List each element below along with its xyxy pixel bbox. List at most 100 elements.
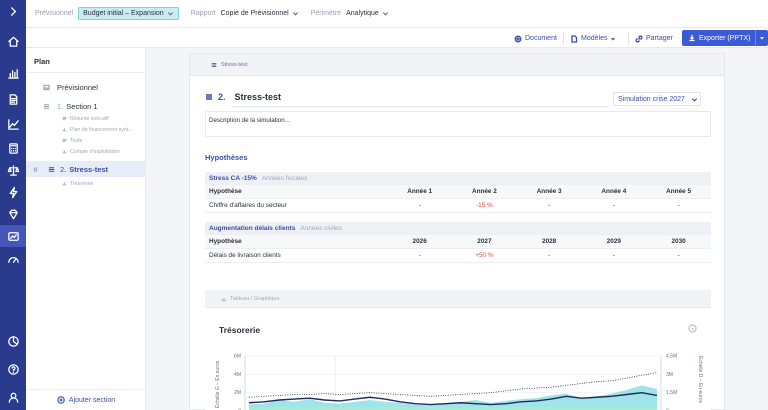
table-cell[interactable]: - — [548, 252, 551, 259]
table-cell[interactable]: -15 % — [476, 202, 493, 209]
list-icon — [43, 103, 50, 109]
description-textarea[interactable]: Description de la simulation... — [205, 111, 711, 137]
export-dropdown-toggle[interactable] — [755, 30, 768, 46]
home-icon[interactable] — [0, 30, 26, 52]
table-cell[interactable]: +50 % — [475, 252, 494, 259]
expand-rail-icon[interactable] — [0, 0, 26, 22]
section-title-input[interactable]: Stress-test — [234, 92, 282, 102]
table-group-header: Stress CA -15% Années fiscales — [205, 172, 711, 185]
lightning-icon[interactable] — [0, 181, 26, 203]
table-row: Chiffre d'affaires du secteur - -15 % - … — [205, 199, 711, 213]
chevron-down-icon — [167, 12, 173, 16]
divider — [26, 72, 146, 73]
table-cell[interactable]: - — [677, 252, 680, 259]
plan-item-label: Stress-test — [69, 164, 109, 174]
line-chart-icon[interactable] — [0, 113, 26, 135]
table-cell[interactable]: - — [548, 202, 551, 209]
text-icon — [62, 138, 67, 143]
chevron-down-icon — [382, 12, 388, 16]
bar-chart-icon[interactable] — [0, 62, 26, 84]
report-page: Stress-test 2. Stress-test Simulation cr… — [189, 53, 725, 410]
calculator-icon[interactable] — [0, 137, 26, 159]
column-header: Hypothèse — [209, 188, 242, 195]
plan-subitem[interactable]: Compte d'exploitation — [26, 147, 146, 156]
user-icon[interactable] — [0, 386, 26, 408]
rapport-select[interactable]: Copie de Prévisionnel — [221, 10, 299, 17]
document-icon[interactable] — [0, 88, 26, 110]
table-cell[interactable]: - — [418, 202, 421, 209]
left-axis-tick: 0 — [238, 409, 241, 410]
right-axis-tick: 4,5M — [666, 354, 677, 360]
provisionnel-label: Prévisionnel — [35, 10, 74, 17]
table-cell[interactable]: - — [612, 202, 615, 209]
chevron-down-icon — [292, 12, 298, 16]
breadcrumb-label: Stress-test — [221, 61, 248, 68]
plan-subitem[interactable]: Plan de financement synt... — [26, 125, 146, 134]
info-icon[interactable] — [688, 324, 697, 333]
partager-button-label: Partager — [646, 35, 673, 42]
table-row: Délais de livraison clients - +50 % - - … — [205, 249, 711, 263]
export-button-label: Exporter (PPTX) — [699, 34, 751, 42]
add-section-label: Ajouter section — [68, 396, 116, 404]
caret-down-icon — [760, 36, 764, 40]
plan-item-label: Section 1 — [66, 101, 98, 111]
plan-subitem[interactable]: Texte — [26, 136, 146, 145]
section-number: 1. — [57, 101, 64, 111]
plan-subitem[interactable]: Résumé exécutif — [26, 114, 146, 123]
table-header-row: Hypothèse Année 1 Année 2 Année 3 Année … — [205, 185, 711, 199]
left-axis-label: Échelle G – En euros — [214, 360, 221, 408]
document-button-label: Document — [525, 35, 557, 42]
scenario-select[interactable]: Simulation crise 2027 — [613, 92, 701, 106]
plan-subitem[interactable]: Trésorerie — [26, 179, 146, 188]
chevron-down-icon — [691, 97, 698, 102]
group-subtitle: Années fiscales — [261, 175, 308, 182]
plan-title: Plan — [34, 57, 50, 66]
series-main-line — [248, 391, 658, 406]
settings-icon — [514, 35, 522, 42]
pie-chart-icon[interactable] — [0, 330, 26, 352]
caret-down-icon — [611, 37, 616, 40]
perimetre-select[interactable]: Analytique — [346, 10, 389, 17]
column-header: Année 2 — [471, 188, 497, 195]
column-header: 2029 — [606, 238, 621, 245]
tresorerie-chart: 6M 4M 2M 0 4,5M 3M 1,5M 0 Échelle G – En euros Éc… — [214, 354, 704, 410]
plan-item-section-1[interactable]: 1. Section 1 — [26, 100, 146, 112]
scale-icon[interactable] — [0, 159, 26, 181]
rapport-label: Rapport — [190, 10, 216, 17]
plan-item-provisionnel[interactable]: Prévisionnel — [26, 81, 146, 93]
modeles-button[interactable]: Modèles — [563, 32, 616, 45]
add-section-button[interactable]: Ajouter section — [26, 389, 146, 410]
series-area — [249, 385, 657, 410]
help-icon[interactable] — [0, 358, 26, 380]
export-pptx-button[interactable]: Exporter (PPTX) — [682, 30, 768, 46]
table-cell[interactable]: - — [612, 252, 615, 259]
bar-chart-icon — [62, 128, 67, 132]
title-underline — [231, 106, 609, 107]
drag-handle-icon[interactable] — [32, 166, 39, 173]
list-icon — [48, 166, 55, 172]
right-axis-label: Échelle D – En euros — [697, 356, 704, 403]
section-number: 2. — [218, 92, 226, 102]
left-axis-tick: 6M — [234, 354, 241, 360]
table-cell[interactable]: - — [418, 252, 421, 259]
series-dotted-line — [248, 372, 658, 398]
provisionnel-select[interactable]: Budget initial – Expansion — [78, 7, 179, 20]
series-base-band — [249, 407, 657, 410]
plus-circle-icon — [57, 396, 65, 404]
text-icon — [62, 116, 67, 121]
table-cell[interactable]: - — [677, 202, 680, 209]
gauge-icon[interactable] — [0, 248, 26, 270]
scenario-value: Simulation crise 2027 — [618, 95, 685, 103]
column-header: Année 5 — [666, 188, 692, 195]
column-header: 2028 — [542, 238, 557, 245]
partager-button[interactable]: Partager — [628, 32, 673, 45]
plan-item-stress-test[interactable]: 2. Stress-test — [26, 161, 146, 177]
column-header: Année 1 — [407, 188, 433, 195]
column-header: 2026 — [412, 238, 427, 245]
diamond-icon[interactable] — [0, 203, 26, 225]
column-header: Année 4 — [601, 188, 627, 195]
bar-chart-icon — [62, 182, 67, 186]
report-icon[interactable] — [0, 225, 26, 247]
document-button[interactable]: Document — [514, 32, 557, 45]
perimetre-value: Analytique — [346, 10, 379, 17]
